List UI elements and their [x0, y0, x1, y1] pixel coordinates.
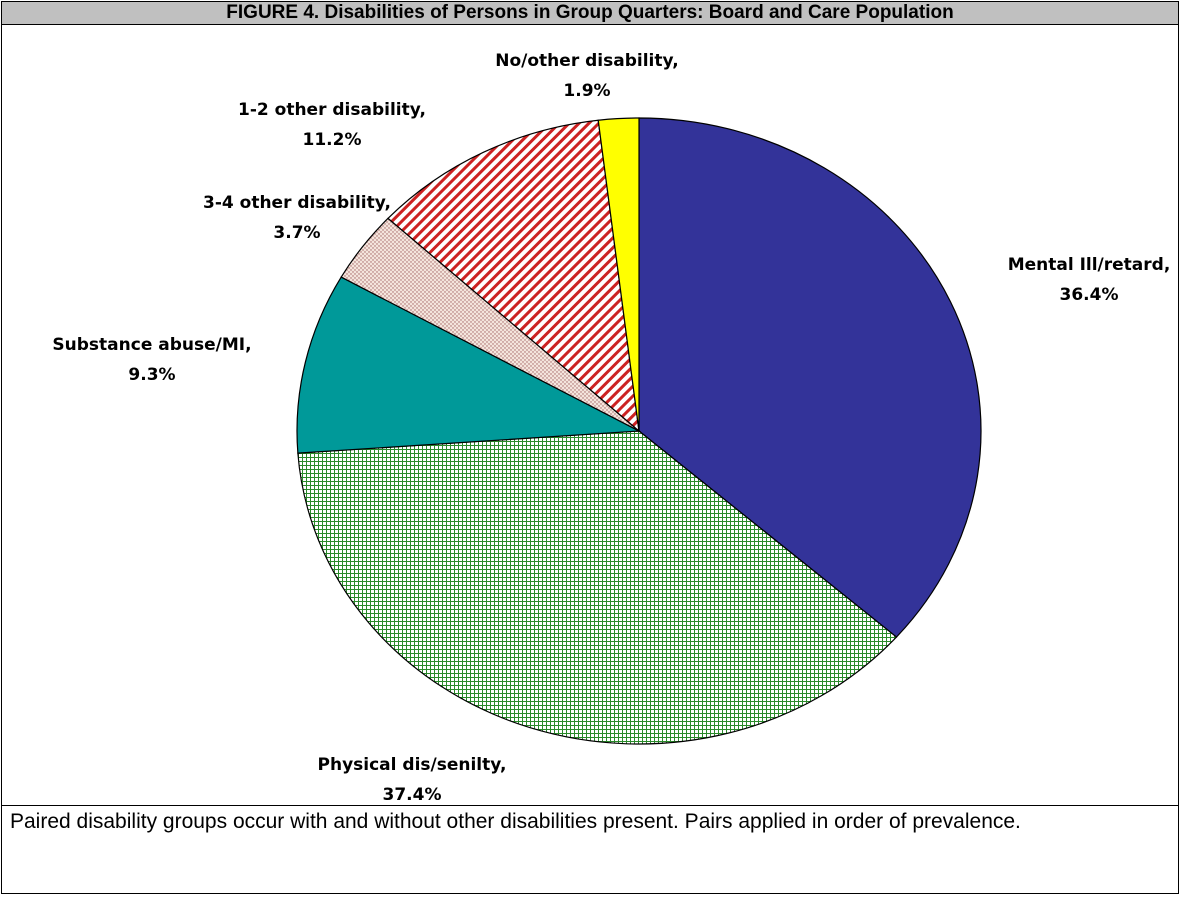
figure-title: FIGURE 4. Disabilities of Persons in Gro…: [2, 2, 1178, 25]
slice-label: 1-2 other disability,: [238, 100, 426, 120]
slice-value-label: 1.9%: [563, 81, 610, 101]
pie-slice: [597, 117, 640, 432]
slice-label: 3-4 other disability,: [203, 193, 391, 213]
pie-chart: Mental Ill/retard, 36.4% Physical dis/seni…: [2, 25, 1178, 805]
slice-label: Mental Ill/retard,: [1008, 255, 1171, 275]
slice-label: Physical dis/senilty,: [318, 755, 507, 775]
slice-value-label: 37.4%: [383, 785, 442, 805]
slice-value-label: 9.3%: [128, 365, 175, 385]
slice-value-label: 36.4%: [1060, 285, 1119, 305]
pie-slice: [638, 117, 982, 638]
pie-slice: [297, 430, 898, 745]
slice-label: Substance abuse/MI,: [52, 335, 251, 355]
divider: [2, 805, 1178, 806]
pie-chart-svg: Mental Ill/retard, 36.4% Physical dis/seni…: [52, 51, 1171, 805]
slice-value-label: 11.2%: [303, 130, 362, 150]
pie-slice: [296, 276, 642, 454]
slice-value-label: 3.7%: [273, 223, 320, 243]
slice-label: No/other disability,: [495, 51, 678, 71]
pie-slice: [387, 119, 640, 433]
figure-note: Paired disability groups occur with and …: [10, 810, 1021, 833]
